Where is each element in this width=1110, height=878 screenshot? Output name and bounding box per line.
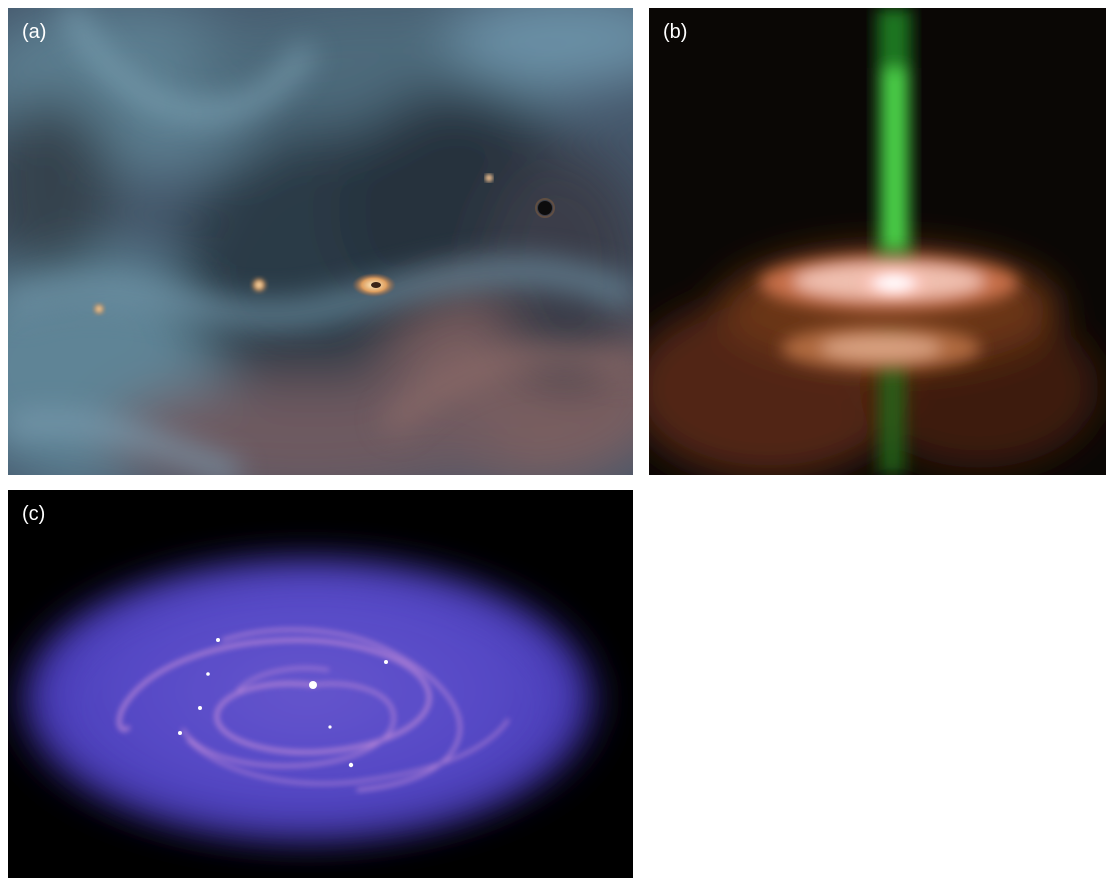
disk-jet-image <box>649 8 1106 475</box>
disk-simulation-image <box>8 490 633 878</box>
nebula-image <box>8 8 633 475</box>
panel-label-a: (a) <box>22 21 47 43</box>
panel-c-disk-simulation-image: (c) <box>8 490 633 878</box>
panel-label-c: (c) <box>22 503 46 525</box>
panel-label-b: (b) <box>663 21 688 43</box>
panel-a-nebula-image: (a) <box>8 8 633 475</box>
proplyd-large <box>352 273 396 297</box>
panel-b-disk-jet-image: (b) <box>649 8 1106 475</box>
